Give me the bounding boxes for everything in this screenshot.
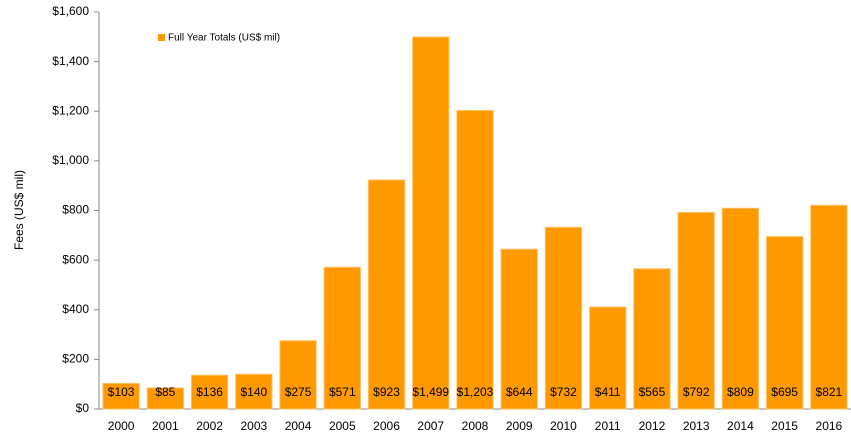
- x-tick-label: 2005: [329, 419, 356, 433]
- bar: [190, 374, 229, 410]
- legend-swatch: [158, 34, 165, 41]
- x-tick-label: 2013: [683, 419, 710, 433]
- bar: [677, 211, 715, 410]
- y-tick-label: $200: [62, 352, 89, 366]
- bar: [633, 268, 671, 410]
- y-tick-label: $1,200: [52, 103, 89, 117]
- bar: [589, 306, 627, 410]
- bar: [500, 248, 538, 410]
- legend-label: Full Year Totals (US$ mil): [168, 33, 280, 44]
- bar: [146, 387, 184, 410]
- data-label: $103: [108, 385, 135, 399]
- x-tick-label: 2010: [550, 419, 577, 433]
- x-tick-label: 2016: [816, 419, 843, 433]
- data-label: $411: [595, 385, 621, 399]
- bar: [367, 179, 406, 410]
- x-tick-label: 2002: [196, 419, 223, 433]
- data-label: $732: [550, 385, 577, 399]
- x-tick-label: 2008: [462, 419, 489, 433]
- bar: [279, 340, 317, 410]
- x-tick-label: 2000: [108, 419, 135, 433]
- bar: [456, 110, 494, 410]
- y-tick-label: $1,000: [52, 153, 89, 167]
- x-tick-label: 2006: [373, 419, 400, 433]
- data-label: $1,499: [412, 385, 449, 399]
- y-tick-label: $400: [62, 302, 89, 316]
- y-tick-label: $1,600: [52, 4, 89, 18]
- data-label: $1,203: [457, 385, 494, 399]
- data-label: $809: [727, 385, 754, 399]
- x-tick-label: 2014: [727, 419, 754, 433]
- bar: [544, 226, 583, 410]
- y-tick-label: $1,400: [52, 54, 89, 68]
- y-axis-label: Fees (US$ mil): [12, 170, 26, 250]
- bar: [766, 236, 804, 410]
- x-tick-label: 2001: [152, 419, 179, 433]
- x-tick-label: 2004: [285, 419, 312, 433]
- data-label: $821: [816, 385, 843, 399]
- bar: [323, 266, 361, 410]
- bar: [810, 204, 848, 410]
- bar: [102, 382, 140, 410]
- bar: [721, 207, 760, 410]
- data-label: $136: [196, 385, 223, 399]
- data-label: $571: [329, 385, 356, 399]
- x-tick-label: 2003: [240, 419, 267, 433]
- data-label: $275: [285, 385, 312, 399]
- x-tick-label: 2012: [639, 419, 666, 433]
- bar: [235, 373, 273, 410]
- data-label: $792: [683, 385, 710, 399]
- data-label: $695: [771, 385, 798, 399]
- bar: [412, 36, 450, 410]
- x-tick-label: 2015: [771, 419, 798, 433]
- data-label: $565: [639, 385, 666, 399]
- data-label: $85: [155, 385, 175, 399]
- x-tick-label: 2007: [417, 419, 444, 433]
- x-tick-label: 2011: [595, 419, 621, 433]
- data-label: $644: [506, 385, 533, 399]
- data-label: $140: [240, 385, 267, 399]
- y-tick-label: $800: [62, 203, 89, 217]
- y-tick-label: $0: [76, 401, 90, 415]
- y-tick-label: $600: [62, 252, 89, 266]
- x-tick-label: 2009: [506, 419, 533, 433]
- data-label: $923: [373, 385, 400, 399]
